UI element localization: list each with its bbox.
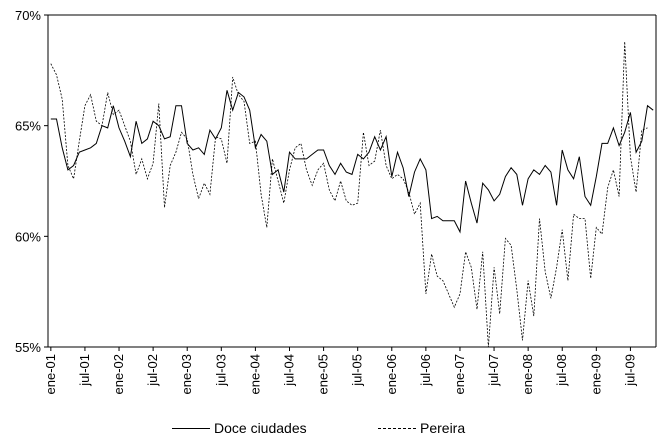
x-tick-label: ene-04 <box>247 354 262 394</box>
x-tick-label: ene-07 <box>452 354 467 394</box>
x-tick-label: ene-03 <box>179 354 194 394</box>
legend-label-doce-ciudades: Doce ciudades <box>214 420 307 436</box>
legend-item-pereira: Pereira <box>378 420 465 436</box>
x-tick-label: jul-05 <box>350 354 365 387</box>
x-tick-label: jul-04 <box>281 354 296 387</box>
x-tick-label: jul-08 <box>554 354 569 387</box>
legend-swatch-dashed <box>378 427 416 429</box>
y-tick-label: 65% <box>15 119 41 134</box>
series-layer <box>50 41 654 348</box>
x-tick-label: ene-05 <box>316 354 331 394</box>
y-tick-label: 60% <box>15 229 41 244</box>
x-tick-label: ene-06 <box>384 354 399 394</box>
legend-item-doce-ciudades: Doce ciudades <box>172 420 307 436</box>
x-tick-label: ene-01 <box>43 354 58 394</box>
legend-label-pereira: Pereira <box>420 420 466 436</box>
x-tick-label: jul-07 <box>486 354 501 387</box>
y-axis-ticks: 55% 60% 65% 70% <box>15 8 48 355</box>
y-tick-label: 70% <box>15 8 41 23</box>
series-line-pereira <box>50 41 648 348</box>
x-tick-label: jul-09 <box>622 354 637 387</box>
legend-swatch-solid <box>172 427 210 429</box>
x-tick-label: jul-01 <box>77 354 92 387</box>
x-tick-label: ene-09 <box>588 354 603 394</box>
x-axis-ticks: ene-01 jul-01 ene-02 jul-02 ene-03 jul-03 ene-… <box>43 347 637 394</box>
x-tick-label: jul-03 <box>213 354 228 387</box>
legend: Doce ciudades Pereira <box>0 420 669 437</box>
x-tick-label: ene-02 <box>111 354 126 394</box>
x-tick-label: jul-02 <box>145 354 160 387</box>
y-tick-label: 55% <box>15 340 41 355</box>
series-line-doce-ciudades <box>50 90 654 234</box>
x-tick-label: jul-06 <box>418 354 433 387</box>
x-tick-label: ene-08 <box>520 354 535 394</box>
plot-area <box>48 15 656 347</box>
